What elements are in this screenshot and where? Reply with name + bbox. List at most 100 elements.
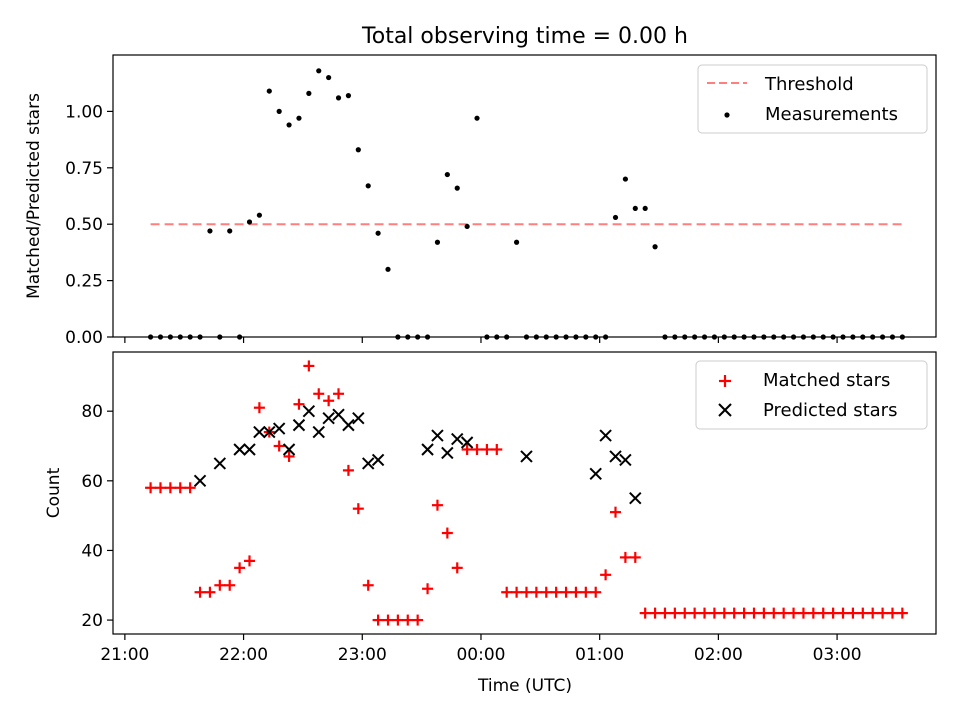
predicted-stars-point (451, 432, 464, 446)
measurements-point (296, 115, 302, 121)
matched-stars-point (471, 443, 483, 455)
matched-stars-point (501, 586, 513, 598)
matched-stars-point (481, 443, 493, 455)
measurements-point (306, 90, 312, 96)
measurements-point (375, 230, 381, 236)
matched-stars-point (778, 607, 790, 619)
x-tick-label: 22:00 (219, 645, 268, 665)
measurements-point (434, 239, 441, 245)
measurements-point (335, 95, 342, 101)
top-x-ticks (124, 337, 838, 343)
x-tick-label: 21:00 (100, 645, 149, 665)
predicted-stars-point (352, 411, 365, 425)
predicted-stars-point (421, 443, 434, 456)
predicted-stars-point (460, 436, 474, 449)
matched-stars-point (768, 607, 780, 619)
matched-stars-point (244, 555, 256, 567)
predicted-stars-point (193, 474, 207, 488)
bottom-legend-box (695, 360, 928, 430)
measurements-point (266, 88, 272, 94)
matched-stars-point (748, 607, 760, 619)
matched-stars-point (728, 607, 740, 619)
matched-stars-point (145, 482, 157, 494)
matched-stars-point (194, 586, 206, 598)
measurements-point (256, 212, 262, 218)
measurements-point (246, 219, 253, 225)
matched-stars-point (679, 607, 691, 619)
x-axis-label: Time (UTC) (477, 676, 572, 696)
measurements-point (444, 171, 450, 178)
predicted-stars-point (253, 425, 266, 439)
matched-stars-point (669, 607, 681, 619)
matched-stars-point (896, 607, 908, 619)
bottom-plot-frame (112, 351, 937, 635)
matched-stars-point (323, 395, 335, 407)
predicted-stars-point (599, 429, 612, 442)
matched-stars-point (886, 607, 898, 619)
matched-stars-point (570, 586, 582, 598)
measurements-point (652, 244, 658, 250)
matched-stars-point (530, 586, 542, 598)
predicted-stars-point (589, 467, 602, 481)
matched-stars-point (857, 607, 869, 619)
matched-stars-point (303, 360, 315, 372)
measurements-point (632, 205, 638, 212)
predicted-stars-point (243, 443, 256, 456)
predicted-stars-point (371, 453, 385, 467)
matched-stars-point (461, 443, 473, 455)
bottom-x-ticks: 21:00 22:00 23:00 00:00 01:00 02:00 03:00 (100, 634, 862, 665)
matched-stars-point (649, 607, 661, 619)
legend-measurements-swatch (724, 112, 730, 118)
measurements-point (276, 108, 282, 114)
predicted-stars-point (312, 425, 325, 439)
matched-stars-point (877, 607, 889, 619)
matched-stars-point (827, 607, 839, 619)
top-y-tick-label: 0.25 (65, 272, 103, 292)
bottom-data-layer (145, 360, 908, 626)
measurements-point (227, 228, 233, 234)
predicted-stars-point (233, 443, 246, 456)
matched-stars-point (580, 586, 592, 598)
measurements-point (474, 115, 480, 121)
matched-stars-point (738, 607, 750, 619)
matched-stars-point (184, 482, 196, 494)
matched-stars-point (412, 614, 424, 626)
matched-stars-point (352, 503, 364, 515)
bottom-y-tick-label: 20 (81, 611, 103, 631)
top-y-tick-label: 1.00 (65, 102, 103, 122)
measurements-point (622, 176, 628, 182)
matched-stars-point (788, 607, 800, 619)
matched-stars-point (867, 607, 879, 619)
matched-stars-point (708, 607, 720, 619)
matched-stars-point (422, 583, 434, 595)
x-tick-label: 03:00 (813, 645, 862, 665)
top-y-axis-label: Matched/Predicted stars (24, 93, 44, 299)
matched-stars-point (817, 607, 829, 619)
figure-title: Total observing time = 0.00 h (361, 24, 688, 49)
bottom-y-axis-label: Count (44, 467, 64, 518)
top-plot-frame (112, 54, 937, 338)
matched-stars-point (837, 607, 849, 619)
matched-stars-point (600, 569, 612, 581)
matched-stars-point (283, 450, 295, 462)
top-legend-box (697, 64, 928, 134)
predicted-stars-point (520, 450, 533, 463)
matched-stars-point (639, 607, 651, 619)
matched-stars-point (313, 388, 325, 400)
measurements-point (642, 205, 648, 212)
predicted-stars-point (292, 418, 306, 432)
measurements-point (454, 185, 460, 191)
top-legend: Threshold Measurements (697, 64, 928, 134)
measurements-point (345, 93, 352, 99)
predicted-stars-point (441, 446, 454, 460)
matched-stars-point (520, 586, 532, 598)
matched-stars-point (441, 527, 453, 539)
matched-stars-point (253, 402, 265, 414)
predicted-stars-point (213, 457, 227, 470)
matched-stars-point (550, 586, 562, 598)
top-y-tick-label: 0.50 (65, 215, 103, 235)
matched-stars-point (758, 607, 770, 619)
top-y-ticks: 0.00 0.25 0.50 0.75 1.00 (65, 102, 113, 348)
predicted-stars-point (609, 450, 622, 463)
